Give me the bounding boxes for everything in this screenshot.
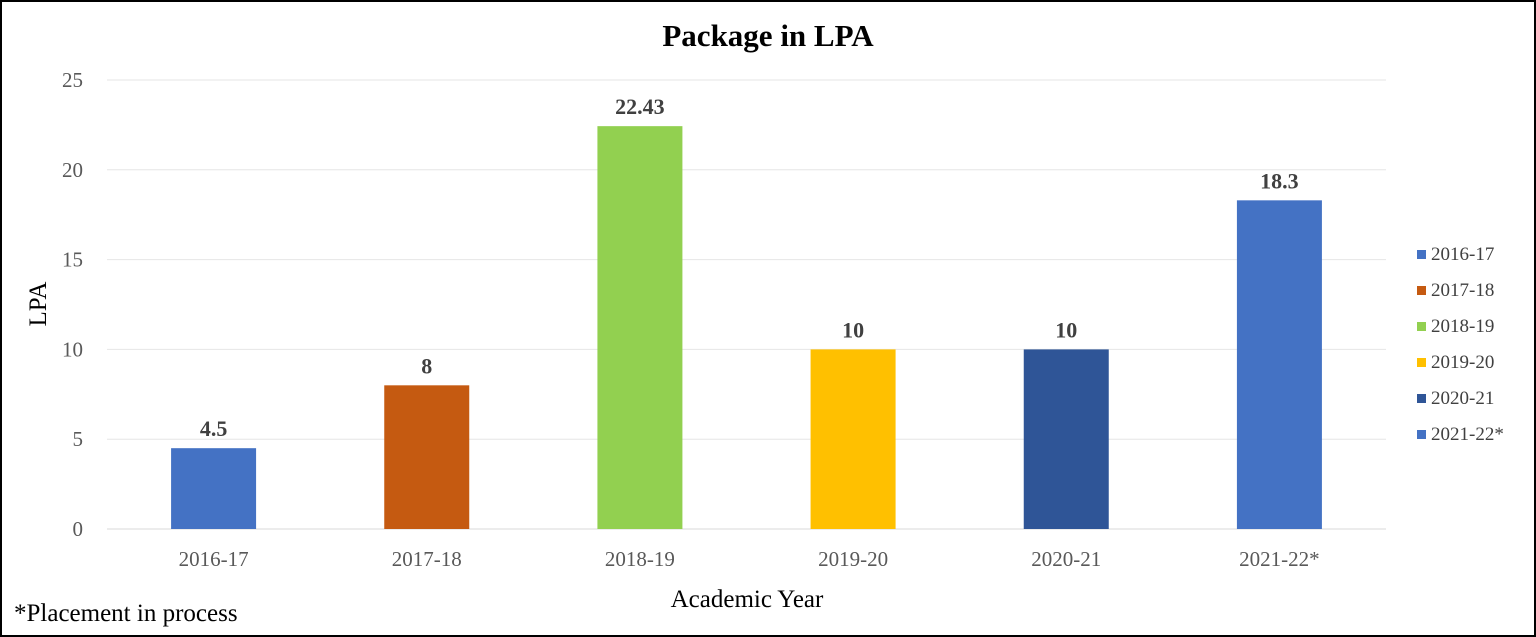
data-label: 8 [421, 353, 432, 378]
legend-swatch [1417, 430, 1426, 439]
data-label: 10 [1055, 317, 1077, 342]
legend-label: 2018-19 [1431, 316, 1494, 337]
legend-label: 2021-22* [1431, 424, 1504, 445]
x-tick-label: 2017-18 [392, 547, 462, 571]
x-tick-label: 2018-19 [605, 547, 675, 571]
bar [810, 349, 896, 529]
legend-swatch [1417, 358, 1426, 367]
legend-swatch [1417, 286, 1426, 295]
x-tick-label: 2020-21 [1031, 547, 1101, 571]
y-tick-label: 25 [62, 68, 83, 92]
legend-label: 2017-18 [1431, 280, 1494, 301]
bars [171, 126, 1322, 530]
y-tick-label: 0 [73, 517, 84, 541]
y-tick-label: 20 [62, 158, 83, 182]
y-tick-label: 15 [62, 248, 83, 272]
legend: 2016-17 2017-18 2018-19 2019-20 2020-21 2021-… [1417, 244, 1504, 445]
bar [1236, 200, 1322, 529]
data-label: 4.5 [200, 416, 228, 441]
x-axis-ticks: 2016-17 2017-18 2018-19 2019-20 2020-21 2021-… [179, 547, 1320, 571]
y-axis-ticks: 0 5 10 15 20 25 [62, 68, 83, 541]
legend-label: 2019-20 [1431, 352, 1494, 373]
legend-swatch [1417, 250, 1426, 259]
y-tick-label: 10 [62, 337, 83, 361]
data-label: 10 [842, 317, 864, 342]
legend-swatch [1417, 322, 1426, 331]
footnote: *Placement in process [14, 600, 238, 627]
bar [384, 385, 470, 529]
bar [171, 448, 257, 529]
x-tick-label: 2016-17 [179, 547, 249, 571]
x-axis-title: Academic Year [671, 586, 824, 613]
chart-title: Package in LPA [662, 18, 874, 53]
x-tick-label: 2019-20 [818, 547, 888, 571]
gridlines [107, 79, 1386, 530]
bar [1023, 349, 1109, 529]
legend-label: 2020-21 [1431, 388, 1494, 409]
data-label: 18.3 [1260, 168, 1299, 193]
data-labels: 4.5 8 22.43 10 10 18.3 [200, 94, 1299, 441]
bar [597, 126, 683, 530]
legend-label: 2016-17 [1431, 244, 1494, 265]
legend-swatch [1417, 394, 1426, 403]
y-axis-title: LPA [25, 282, 52, 327]
data-label: 22.43 [615, 94, 665, 119]
y-tick-label: 5 [73, 427, 84, 451]
x-tick-label: 2021-22* [1239, 547, 1320, 571]
